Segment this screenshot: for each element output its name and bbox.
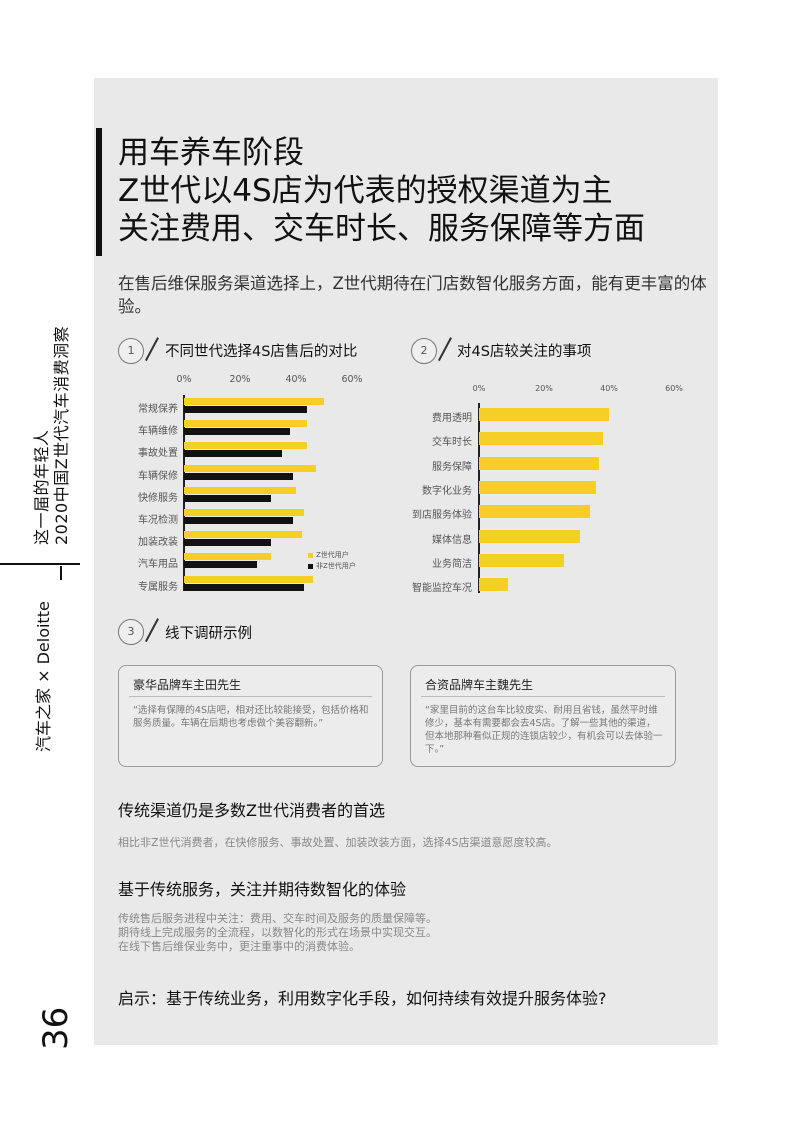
legend-item-non-z: 非Z世代用户 — [308, 561, 356, 572]
finding-2-line-2: 期待线上完成服务的全流程，以数智化的形式在场景中实现交互。 — [118, 926, 437, 939]
chart1-bar-z — [184, 464, 316, 472]
page-number: 36 — [36, 1006, 76, 1050]
chart2-bar — [479, 505, 590, 519]
chart1-bar-non-z — [184, 494, 271, 502]
chart1-category-label: 汽车用品 — [138, 559, 178, 571]
chart2-bar — [479, 456, 600, 470]
chart1-bar-z — [184, 509, 305, 516]
chart2-category-label: 智能监控车况 — [412, 583, 472, 595]
legend-swatch-non-z — [308, 563, 313, 569]
chart2-category-label: 服务保障 — [432, 461, 472, 473]
interview-card-2: 合资品牌车主魏先生 “家里目前的这台车比较皮实、耐用且省钱，虽然平时维修少，基本… — [410, 665, 676, 767]
chart1-bar-non-z — [184, 472, 294, 480]
chart1-bar-z — [184, 531, 302, 539]
card-1-divider — [129, 696, 372, 697]
chart2-axis — [478, 403, 480, 593]
chart1-category-label: 事故处置 — [138, 448, 178, 460]
chart1-tick: 20% — [229, 374, 251, 385]
chart1-axis — [183, 395, 185, 591]
chart1-bar-z — [184, 442, 308, 450]
chart2-bar — [479, 578, 509, 592]
chart1-bar-z — [184, 420, 308, 428]
chart1-category-label: 快修服务 — [138, 492, 178, 504]
chart2-tick: 0% — [472, 384, 486, 393]
legend-item-z: Z世代用户 — [308, 550, 356, 561]
chart1-bar-non-z — [184, 450, 282, 458]
chart2-category-label: 到店服务体验 — [412, 510, 472, 522]
sidebar-divider — [0, 563, 80, 565]
title-line-3: 关注费用、交车时长、服务保障等方面 — [118, 211, 645, 247]
chart1-bar-z — [184, 398, 324, 405]
chart2-bar — [479, 408, 609, 421]
chart2-category-label: 业务简洁 — [432, 558, 472, 570]
section-1-title: 不同世代选择4S店售后的对比 — [165, 344, 358, 360]
section-3-number: 3 — [118, 619, 144, 645]
title-line-2: Z世代以4S店为代表的授权渠道为主 — [118, 173, 613, 209]
chart1-bar-non-z — [184, 583, 305, 591]
section-2-title: 对4S店较关注的事项 — [457, 344, 592, 360]
chart1-category-label: 常规保养 — [138, 404, 178, 415]
chart2-bar — [479, 432, 603, 446]
chart1-bar-non-z — [184, 406, 308, 413]
chart2-category-label: 交车时长 — [432, 437, 472, 449]
chart1-legend: Z世代用户 非Z世代用户 — [308, 550, 356, 572]
chart1-bar-non-z — [184, 517, 294, 524]
brand-credit: 汽车之家 × Deloitte — [34, 601, 53, 752]
card-1-title: 豪华品牌车主田先生 — [133, 678, 242, 692]
chart1-bar-z — [184, 553, 271, 561]
chart2-category-label: 费用透明 — [432, 413, 472, 424]
chart1-category-label: 专属服务 — [138, 581, 178, 593]
intro-paragraph: 在售后维保服务渠道选择上，Z世代期待在门店数智化服务方面，能有更丰富的体验。 — [118, 274, 707, 316]
finding-2-heading: 基于传统服务，关注并期待数智化的体验 — [118, 880, 407, 899]
chart2-tick: 40% — [600, 384, 618, 393]
sidebar-divider-tick — [60, 566, 62, 580]
legend-label-z: Z世代用户 — [316, 551, 349, 559]
legend-swatch-z — [308, 552, 313, 558]
chart2-tick: 60% — [665, 384, 683, 393]
chart1-tick: 60% — [341, 374, 363, 385]
card-2-title: 合资品牌车主魏先生 — [425, 678, 534, 692]
chart2-category-label: 数字化业务 — [422, 485, 472, 497]
chart1-bar-non-z — [184, 428, 291, 436]
section-3-title: 线下调研示例 — [165, 626, 252, 642]
chart2-tick: 20% — [535, 384, 553, 393]
closing-insight: 启示：基于传统业务，利用数字化手段，如何持续有效提升服务体验? — [118, 989, 607, 1008]
chart1-bar-z — [184, 575, 313, 583]
chart2-category-label: 媒体信息 — [432, 534, 472, 546]
sidebar: 这一届的年轻人 2020中国Z世代汽车消费洞察 汽车之家 × Deloitte … — [0, 0, 90, 1122]
chart1-tick: 40% — [285, 374, 307, 385]
chart1-category-label: 车辆维修 — [138, 426, 178, 438]
chart1-tick: 0% — [176, 374, 192, 385]
chart1-bar-non-z — [184, 561, 257, 569]
title-accent-bar — [96, 128, 102, 256]
chart1-bar-z — [184, 486, 296, 494]
chart2-bar — [479, 529, 580, 543]
card-1-quote: “选择有保障的4S店吧，相对还比较能接受，包括价格和服务质量。车辆在后期也考虑做… — [133, 705, 369, 729]
finding-1-text: 相比非Z世代消费者，在快修服务、事故处置、加装改装方面，选择4S店渠道意愿度较高… — [118, 836, 558, 849]
title-line-1: 用车养车阶段 — [118, 135, 304, 171]
page-title: 用车养车阶段 Z世代以4S店为代表的授权渠道为主 关注费用、交车时长、服务保障等… — [118, 134, 645, 248]
card-2-divider — [421, 696, 665, 697]
section-1-number: 1 — [118, 338, 144, 364]
chart2-bar — [479, 480, 596, 494]
chart2-bar — [479, 553, 564, 567]
chart1-category-label: 加装改装 — [138, 537, 178, 549]
section-2-number: 2 — [411, 338, 437, 364]
report-title-line2: 2020中国Z世代汽车消费洞察 — [52, 325, 71, 545]
legend-label-non-z: 非Z世代用户 — [316, 562, 356, 570]
chart1-bar-non-z — [184, 539, 271, 547]
interview-card-1: 豪华品牌车主田先生 “选择有保障的4S店吧，相对还比较能接受，包括价格和服务质量… — [118, 665, 383, 767]
chart1-category-label: 车况检测 — [138, 515, 178, 526]
finding-2-line-3: 在线下售后维保业务中，更注重事中的消费体验。 — [118, 940, 360, 953]
chart1-category-label: 车辆保修 — [138, 470, 178, 482]
finding-1-heading: 传统渠道仍是多数Z世代消费者的首选 — [118, 801, 385, 820]
card-2-quote: “家里目前的这台车比较皮实、耐用且省钱，虽然平时维修少，基本有需要都会去4S店。… — [425, 705, 663, 755]
finding-2-line-1: 传统售后服务进程中关注：费用、交车时间及服务的质量保障等。 — [118, 912, 437, 925]
